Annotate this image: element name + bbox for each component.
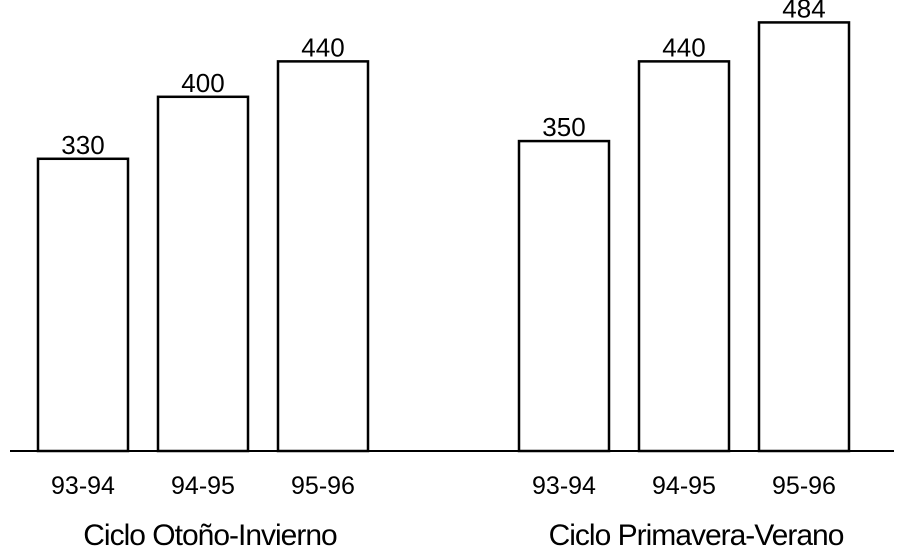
group-label: Ciclo Otoño-Invierno [83,519,337,552]
bar-value-label: 440 [662,32,705,62]
bar-value-label: 400 [181,68,224,98]
bar-value-label: 484 [782,0,825,23]
category-tick-label: 93-94 [51,472,115,500]
bar [517,139,611,453]
category-tick-label: 95-96 [291,472,355,500]
group-label: Ciclo Primavera-Verano [549,519,844,552]
bar [757,21,851,453]
bar [637,60,731,453]
category-tick-label: 94-95 [652,472,716,500]
bar-value-label: 350 [542,112,585,142]
bar-value-label: 330 [61,130,104,160]
labels-layer: 330 93-94 400 94-95 440 95-96 Ciclo Otoño-Invi… [51,0,845,552]
bar [276,60,370,453]
category-tick-label: 95-96 [772,472,836,500]
bar [36,157,130,453]
bar-value-label: 440 [301,32,344,62]
bar [156,95,250,453]
category-tick-label: 94-95 [171,472,235,500]
category-tick-label: 93-94 [532,472,596,500]
bars-layer [36,21,851,453]
